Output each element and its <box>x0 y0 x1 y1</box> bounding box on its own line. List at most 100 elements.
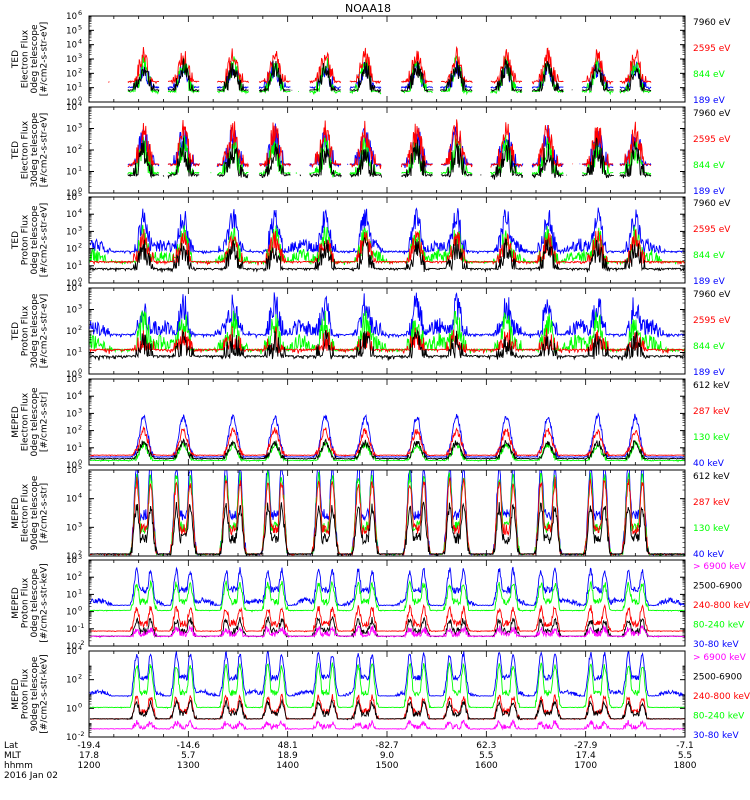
ytick-exponent: -2 <box>78 730 84 738</box>
panel-6-data <box>89 470 685 556</box>
xtick-hhmm: 1200 <box>78 761 101 771</box>
xtick-lat: 62.3 <box>476 741 496 751</box>
ytick-exponent: 1 <box>78 441 82 449</box>
ytick-exponent: 3 <box>78 52 82 60</box>
ytick-exponent: 5 <box>78 463 82 471</box>
ytick-label: 10 <box>66 193 77 203</box>
legend-entry: 612 keV <box>693 381 730 391</box>
ytick-label: 10 <box>66 210 77 220</box>
xtick-mlt: 18.9 <box>278 751 298 761</box>
ytick-label: 10 <box>66 608 77 618</box>
panel-5-ylabel: MEPEDElectron Flux0deg telescope[#/cm2-s… <box>11 387 50 457</box>
row-label-lat: Lat <box>4 741 19 751</box>
ytick-label: 10 <box>66 262 77 272</box>
ytick-label: 10 <box>66 84 77 94</box>
ytick-label: 10 <box>66 409 77 419</box>
ytick-label: 10 <box>66 704 77 714</box>
ytick-label: 10 <box>66 168 77 178</box>
series-189-ev <box>89 207 685 256</box>
ytick-exponent: 2 <box>78 424 82 432</box>
ytick-exponent: 2 <box>78 324 82 332</box>
series-240-800-kev <box>90 693 685 721</box>
ytick-exponent: 0 <box>78 701 82 709</box>
legend-entry: 189 eV <box>693 96 726 106</box>
legend-entry: 189 eV <box>693 277 726 287</box>
panel-2-ylabel: TEDElectron Flux30deg telescope[#/cm2-s-… <box>11 112 50 187</box>
panel-6-ylabel: MEPEDElectron Flux90deg telescope[#/cm2-… <box>11 475 50 550</box>
panel-4-data <box>89 292 685 361</box>
xtick-mlt: 5.5 <box>678 751 692 761</box>
ytick-exponent: 2 <box>78 242 82 250</box>
ytick-label: 10 <box>66 227 77 237</box>
panel-4-ylabel: TEDProton Flux30deg telescope[#/cm2-s-st… <box>11 293 50 368</box>
series-2595-ev <box>89 228 685 266</box>
legend-entry: 612 keV <box>693 472 730 482</box>
legend-entry: 287 keV <box>693 407 730 417</box>
xtick-mlt: 17.4 <box>576 751 596 761</box>
ytick-exponent: 5 <box>78 372 82 380</box>
legend-entry: 2595 eV <box>693 316 731 326</box>
ytick-exponent: 3 <box>78 122 82 130</box>
legend-entry: 2500-6900 <box>693 673 742 683</box>
ytick-label: 10 <box>66 189 77 199</box>
legend-entry: 2595 eV <box>693 225 731 235</box>
ytick-exponent: 0 <box>78 458 82 466</box>
ytick-label: 10 <box>66 125 77 135</box>
series-7960-ev <box>89 329 685 361</box>
ytick-label: 10 <box>66 573 77 583</box>
ytick-exponent: 0 <box>78 276 82 284</box>
legend-entry: 130 keV <box>693 433 730 443</box>
legend-entry: 189 eV <box>693 187 726 197</box>
ytick-exponent: 0 <box>78 186 82 194</box>
ytick-label: 10 <box>66 590 77 600</box>
ytick-label: 10 <box>66 12 77 22</box>
ytick-exponent: 0 <box>78 367 82 375</box>
ytick-exponent: 0 <box>78 95 82 103</box>
ytick-label: 10 <box>66 103 77 113</box>
legend-entry: 30-80 keV <box>693 640 739 650</box>
ytick-label: 10 <box>66 349 77 359</box>
ytick-label: 10 <box>66 370 77 380</box>
ytick-exponent: 2 <box>78 549 82 557</box>
ytick-label: 10 <box>66 444 77 454</box>
ytick-label: 10 <box>66 392 77 402</box>
ytick-label: 10 <box>66 733 77 743</box>
ytick-exponent: 3 <box>78 520 82 528</box>
ytick-label: 10 <box>66 284 77 294</box>
ytick-label: 10 <box>66 523 77 533</box>
ytick-exponent: 3 <box>78 303 82 311</box>
ytick-label: 10 <box>66 245 77 255</box>
ytick-label: 10 <box>66 26 77 36</box>
xtick-mlt: 9.0 <box>380 751 395 761</box>
legend-entry: 189 eV <box>693 368 726 378</box>
ytick-label: 10 <box>66 461 77 471</box>
legend-entry: 7960 eV <box>693 109 731 119</box>
legend-entry: 7960 eV <box>693 199 731 209</box>
figure-title: NOAA18 <box>345 2 391 15</box>
xtick-hhmm: 1700 <box>574 761 597 771</box>
date-label: 2016 Jan 02 <box>4 771 58 781</box>
ytick-label: 10 <box>66 306 77 316</box>
ytick-exponent: 2 <box>78 570 82 578</box>
legend-entry: 287 keV <box>693 498 730 508</box>
ytick-exponent: 0 <box>78 605 82 613</box>
ytick-label: 10 <box>66 327 77 337</box>
ytick-exponent: 1 <box>78 587 82 595</box>
legend-entry: 844 eV <box>693 70 726 80</box>
ytick-label: 10 <box>66 41 77 51</box>
ytick-exponent: 2 <box>78 66 82 74</box>
series-240-800-kev <box>89 603 685 633</box>
xtick-hhmm: 1400 <box>276 761 299 771</box>
legend-entry: 80-240 keV <box>693 621 745 631</box>
ytick-exponent: 4 <box>78 281 82 289</box>
legend-entry: 40 keV <box>693 550 725 560</box>
ytick-exponent: 4 <box>78 207 82 215</box>
series--6900-kev <box>90 719 685 731</box>
ytick-exponent: 1 <box>78 81 82 89</box>
